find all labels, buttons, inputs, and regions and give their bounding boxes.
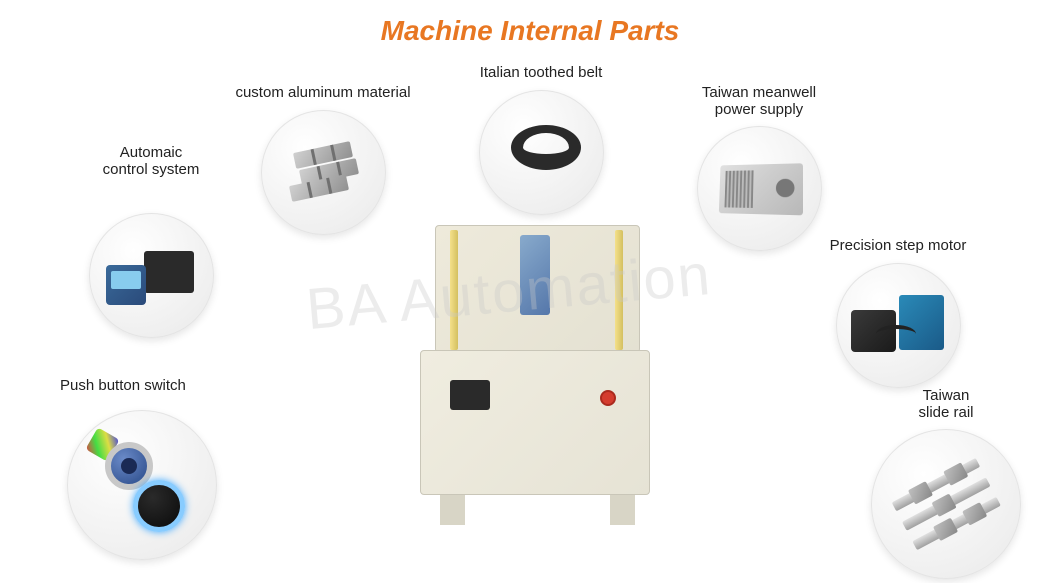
part-label-slide-rail: Taiwan slide rail [866, 388, 1026, 421]
part-circle-belt [479, 90, 604, 215]
control-system-icon [106, 243, 196, 308]
machine-panel-icon [450, 380, 490, 410]
machine-desk-icon [420, 350, 650, 495]
part-step-motor: Precision step motor [818, 238, 978, 388]
push-button-icon [95, 442, 190, 527]
part-label-control-system: Automaic control system [56, 145, 246, 178]
part-circle-push-button [67, 410, 217, 560]
step-motor-icon [851, 295, 946, 355]
part-push-button: Push button switch [42, 378, 242, 560]
machine-leg-icon [440, 495, 465, 525]
part-label-push-button: Push button switch [42, 378, 242, 395]
part-circle-slide-rail [871, 429, 1021, 579]
part-control-system: Automaic control system [56, 145, 246, 338]
power-supply-icon [718, 163, 802, 215]
center-machine-illustration [415, 225, 655, 525]
part-label-aluminum: custom aluminum material [228, 85, 418, 102]
part-aluminum: custom aluminum material [228, 85, 418, 235]
machine-estop-icon [600, 390, 616, 406]
part-power-supply: Taiwan meanwell power supply [684, 85, 834, 251]
part-circle-control-system [89, 213, 214, 338]
machine-pillar-icon [615, 230, 623, 350]
part-label-step-motor: Precision step motor [818, 238, 978, 255]
aluminum-profile-icon [286, 142, 361, 202]
part-circle-power-supply [697, 126, 822, 251]
part-circle-step-motor [836, 263, 961, 388]
slide-rail-icon [886, 449, 1005, 560]
belt-icon [496, 125, 586, 180]
machine-pillar-icon [450, 230, 458, 350]
part-label-power-supply: Taiwan meanwell power supply [684, 85, 834, 118]
part-circle-aluminum [261, 110, 386, 235]
part-belt: Italian toothed belt [476, 65, 606, 215]
page-title: Machine Internal Parts [381, 15, 680, 47]
machine-head-icon [520, 235, 550, 315]
part-label-belt: Italian toothed belt [476, 65, 606, 82]
machine-leg-icon [610, 495, 635, 525]
part-slide-rail: Taiwan slide rail [866, 388, 1026, 579]
